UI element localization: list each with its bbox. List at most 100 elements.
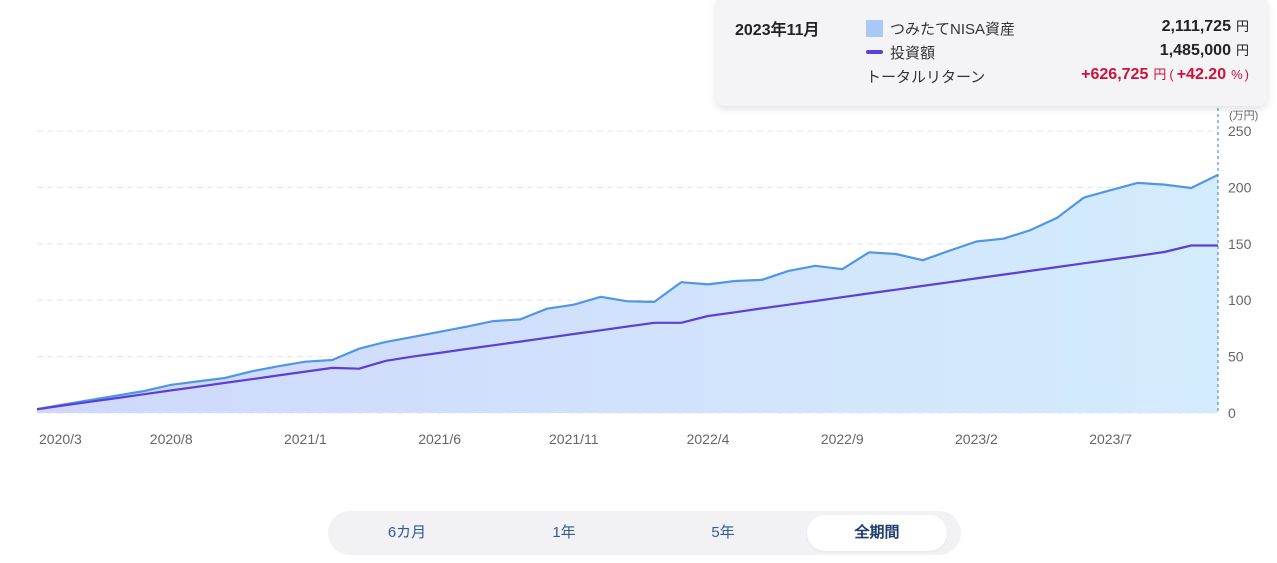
asset-point [733, 279, 737, 283]
invest-point [545, 336, 549, 340]
y-tick-label: 250 [1228, 123, 1252, 139]
invest-point [974, 276, 978, 280]
invest-point [599, 328, 603, 332]
invest-series-line [36, 244, 1218, 411]
invest-point [894, 288, 898, 292]
invest-point [572, 332, 576, 336]
asset-point [626, 299, 630, 303]
y-unit-label: (万円) [1229, 110, 1258, 122]
asset-point [921, 258, 925, 262]
range-5-years-button[interactable]: 5年 [711, 524, 735, 541]
invest-point [89, 400, 93, 404]
invest-point [840, 295, 844, 299]
x-tick-label: 2021/6 [418, 431, 461, 447]
asset-series-line [36, 173, 1219, 411]
invest-point [411, 355, 415, 359]
asset-point [303, 360, 307, 364]
x-tick-label: 2022/4 [687, 431, 730, 447]
yen-unit: 円 [1235, 43, 1249, 58]
invest-point [1135, 254, 1139, 258]
y-tick-label: 100 [1228, 292, 1252, 308]
invest-point [1162, 250, 1166, 254]
y-tick-label: 200 [1228, 179, 1252, 195]
asset-value: 2,111,725 円 [1162, 16, 1249, 36]
y-tick-label: 0 [1228, 405, 1236, 421]
asset-point [1109, 188, 1113, 192]
asset-point [867, 250, 871, 254]
y-tick-label: 50 [1228, 349, 1244, 365]
period-selector: 6カ月 1年 5年 全期間 [328, 511, 961, 555]
invest-point [706, 314, 710, 318]
asset-point [1055, 216, 1059, 220]
asset-legend-swatch [866, 20, 883, 37]
asset-point [840, 267, 844, 271]
return-value-number: +626,725 [1081, 66, 1149, 83]
invest-point [787, 303, 791, 307]
x-tick-label: 2021/1 [284, 431, 327, 447]
range-6-months-button[interactable]: 6カ月 [387, 524, 427, 541]
tooltip-row-asset: つみたてNISA資産 2,111,725 円 [866, 16, 1249, 38]
invest-point [62, 403, 66, 407]
yen-unit: 円 [1153, 67, 1167, 82]
invest-point [679, 321, 683, 325]
asset-point [652, 300, 656, 304]
invest-point [303, 370, 307, 374]
range-all-period-button[interactable]: 全期間 [807, 515, 947, 551]
tooltip-date: 2023年11月 [735, 22, 820, 39]
y-axis-labels: 0 50 100 150 200 250 [1228, 123, 1252, 421]
invest-point [277, 373, 281, 377]
invest-point [921, 284, 925, 288]
asset-point [787, 269, 791, 273]
invest-point [142, 392, 146, 396]
invest-point [1055, 265, 1059, 269]
asset-point [599, 295, 603, 299]
invest-point [813, 299, 817, 303]
invest-value-number: 1,485,000 [1159, 42, 1231, 59]
asset-point [357, 347, 361, 351]
x-tick-label: 2023/2 [955, 431, 998, 447]
invest-point [1028, 269, 1032, 273]
invest-point [760, 306, 764, 310]
return-label: トータルリターン [866, 69, 986, 86]
asset-point [491, 319, 495, 323]
asset-point [1082, 196, 1086, 200]
asset-point [1001, 237, 1005, 241]
asset-point [1216, 173, 1220, 177]
invest-point [464, 347, 468, 351]
invest-value: 1,485,000 円 [1160, 40, 1249, 60]
asset-point [464, 325, 468, 329]
asset-point [572, 303, 576, 307]
invest-point [330, 366, 334, 370]
invest-point [438, 351, 442, 355]
asset-point [545, 307, 549, 311]
invest-point [733, 310, 737, 314]
range-1-year-button[interactable]: 1年 [552, 524, 576, 541]
asset-point [1189, 186, 1193, 190]
asset-point [706, 282, 710, 286]
tooltip-row-return: トータルリターン +626,725 円(+42.20%) [866, 64, 1249, 86]
asset-point [330, 358, 334, 362]
x-tick-label: 2020/8 [150, 431, 193, 447]
invest-point [867, 291, 871, 295]
asset-point [894, 252, 898, 256]
paren-open: ( [1169, 67, 1174, 82]
invest-point [1082, 261, 1086, 265]
x-tick-label: 2022/9 [821, 431, 864, 447]
invest-point [626, 324, 630, 328]
asset-point [813, 264, 817, 268]
asset-point [196, 379, 200, 383]
invest-point [1109, 258, 1113, 262]
asset-point [1162, 183, 1166, 187]
x-tick-label: 2023/7 [1089, 431, 1132, 447]
invest-point [169, 388, 173, 392]
invest-label: 投資額 [890, 45, 936, 62]
x-tick-label: 2021/11 [549, 431, 599, 447]
x-tick-label: 2020/3 [39, 431, 82, 447]
y-tick-label: 150 [1228, 236, 1252, 252]
invest-point [652, 321, 656, 325]
invest-point [35, 407, 39, 411]
asset-value-number: 2,111,725 [1161, 18, 1231, 35]
asset-point [1135, 181, 1139, 185]
asset-point [250, 369, 254, 373]
invest-point [223, 381, 227, 385]
